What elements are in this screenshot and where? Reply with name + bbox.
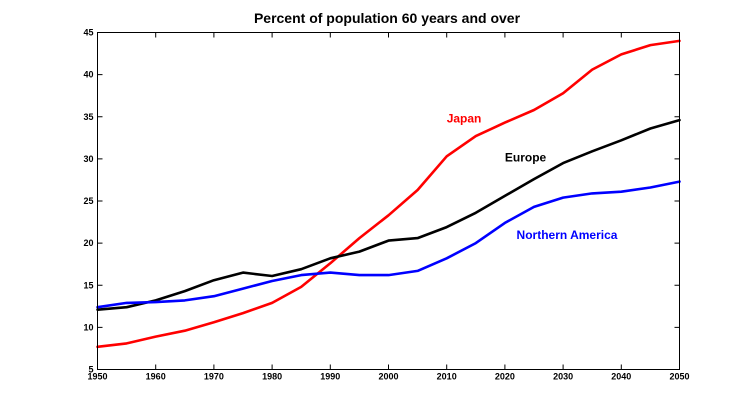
x-axis: 1950 1960 1970 1980 1990 2000 2010 2020 2030 2040… [87,32,690,382]
y-tick-label: 5 [88,365,93,375]
series-line-europe [96,118,681,312]
x-tick-label: 2020 [495,372,515,382]
y-tick-label: 15 [83,280,93,290]
series-label-japan: Japan [447,112,482,126]
y-tick-label: 35 [83,112,93,122]
series-label-northern-america: Northern America [517,228,618,242]
series-line-japan [96,39,681,349]
y-tick-label: 20 [83,238,93,248]
x-tick-label: 1970 [204,372,224,382]
x-tick-label: 1990 [320,372,340,382]
y-tick-label: 25 [83,196,93,206]
y-tick-label: 45 [83,28,93,38]
plot-area-frame [97,32,680,370]
series-line-northern-america [96,180,681,309]
x-tick-label: 2010 [437,372,457,382]
series-label-europe: Europe [505,150,547,164]
x-tick-label: 1980 [262,372,282,382]
series-labels: Japan Europe Northern America [447,112,618,242]
x-tick-label: 1950 [87,372,107,382]
x-tick-label: 2050 [669,372,689,382]
x-tick-label: 2040 [611,372,631,382]
x-tick-label: 2000 [378,372,398,382]
x-tick-label: 2030 [553,372,573,382]
y-tick-label: 40 [83,70,93,80]
chart-title: Percent of population 60 years and over [254,10,521,26]
x-tick-label: 1960 [146,372,166,382]
y-tick-label: 10 [83,322,93,332]
y-axis: 5 10 15 20 25 30 35 40 45 [83,28,680,375]
series-lines [96,39,681,349]
y-tick-label: 30 [83,154,93,164]
